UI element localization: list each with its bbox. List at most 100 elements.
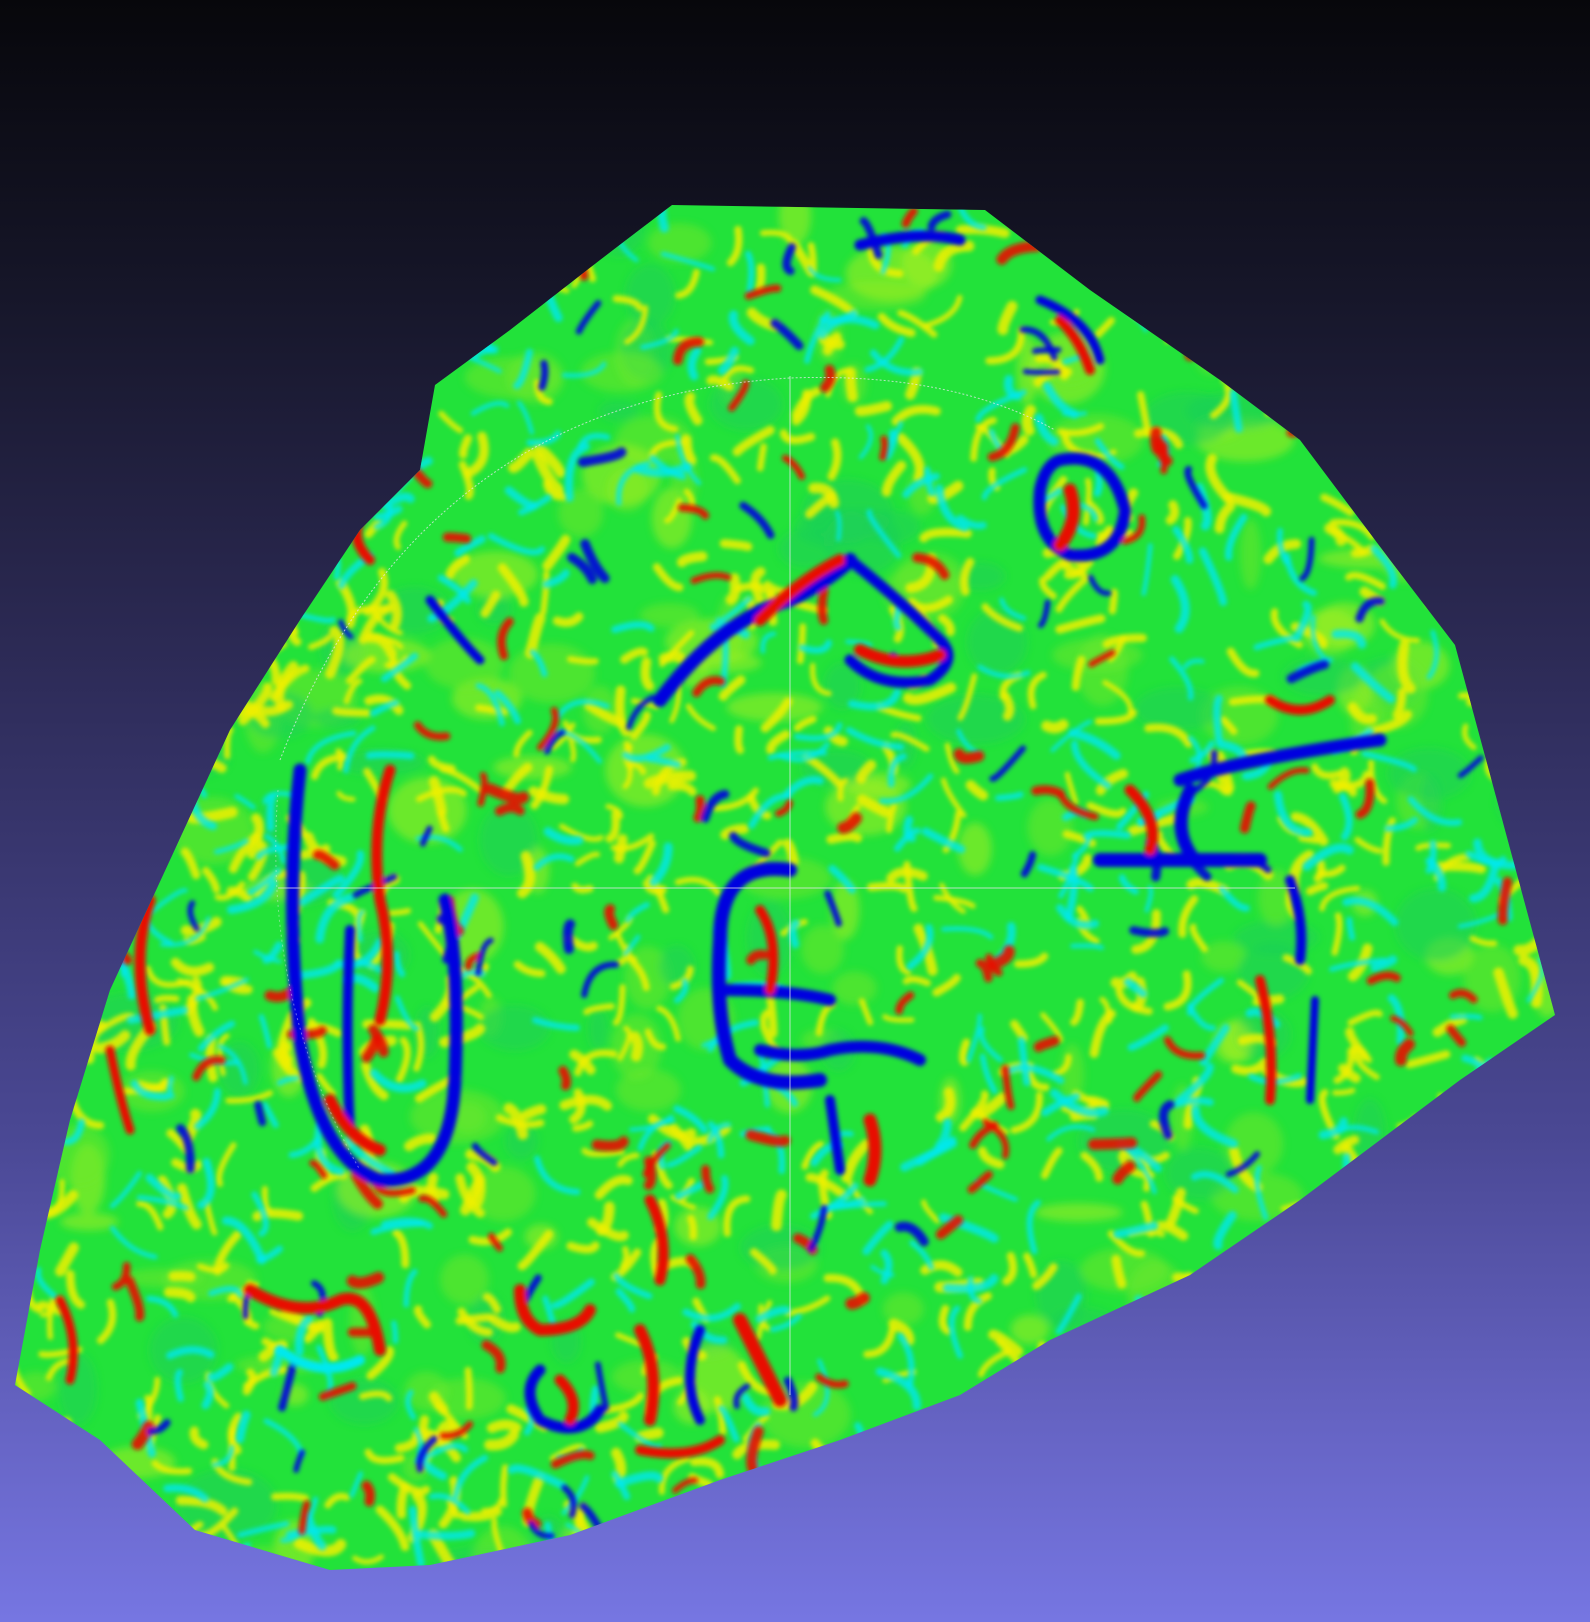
curvature-stroke [1041,1092,1081,1117]
curvature-stroke [175,1495,228,1516]
curvature-stroke [216,1142,237,1187]
curvature-stroke [1360,1514,1377,1546]
curvature-stroke [169,632,222,643]
curvature-stroke [93,1459,110,1494]
curvature-stroke [782,243,796,276]
curvature-stroke [684,392,703,426]
curvature-blob [470,1166,536,1222]
curvature-stroke [47,870,90,894]
curvature-stroke [934,1118,952,1151]
curvature-stroke [251,1191,269,1237]
curvature-stroke [332,850,365,899]
curvature-stroke [370,1220,425,1235]
curvature-stroke [1172,526,1194,564]
curvature-stroke [96,1298,117,1345]
curvature-stroke [118,606,138,638]
curvature-stroke [999,1421,1008,1469]
curvature-stroke [621,743,671,763]
curvature-stroke [364,694,404,715]
curvature-stroke [1127,1024,1169,1051]
curvature-stroke [194,1088,221,1130]
curvature-stroke [827,438,842,481]
curvature-stroke [771,1189,787,1232]
inscription-stroke [714,984,836,1006]
curvature-stroke [1293,1547,1335,1562]
curvature-stroke [1052,1053,1072,1077]
curvature-stroke [164,523,212,544]
curvature-stroke [1342,896,1399,927]
curvature-stroke [1094,708,1138,726]
curvature-stroke [927,210,952,231]
curvature-stroke [452,1454,489,1499]
curvature-stroke [1058,792,1099,821]
curvature-stroke [1481,1455,1505,1501]
curvature-blob [479,1005,550,1051]
curvature-stroke [201,1380,215,1410]
curvature-stroke [1519,1357,1555,1372]
curvature-stroke [815,1373,849,1389]
curvature-stroke [97,1549,111,1570]
curvature-stroke [1095,1448,1136,1471]
curvature-stroke [183,359,210,387]
curvature-stroke [534,941,566,974]
curvature-stroke [1213,1210,1237,1250]
curvature-stroke [186,414,211,445]
curvature-blob [1019,1514,1100,1570]
curvature-stroke [766,729,791,755]
curvature-stroke [1083,829,1132,840]
curvature-stroke [734,725,745,754]
curvature-blob [79,864,101,937]
curvature-stroke [626,694,656,731]
curvature-stroke [266,402,300,436]
curvature-stroke [522,1274,542,1303]
curvature-stroke [711,787,759,812]
curvature-stroke [180,916,222,936]
curvature-stroke [1387,994,1405,1046]
curvature-stroke [649,842,673,887]
curvature-stroke [1466,693,1507,709]
curvature-stroke [1198,547,1228,606]
curvature-stroke [333,555,341,580]
curvature-stroke [931,1477,975,1507]
curvature-stroke [744,284,782,300]
curvature-stroke [1347,702,1378,725]
curvature-stroke [256,1245,283,1264]
curvature-stroke [1225,233,1238,288]
curvature-stroke [1495,1261,1518,1273]
curvature-stroke [1184,465,1208,510]
curvature-stroke [1221,1301,1241,1333]
curvature-stroke [1033,1035,1060,1053]
curvature-stroke [416,1435,438,1473]
curvature-stroke [707,1122,732,1144]
curvature-stroke [677,503,710,520]
curvature-stroke [870,1491,917,1511]
curvature-stroke [756,443,767,472]
curvature-stroke [106,305,124,344]
curvature-stroke [382,205,406,213]
curvature-stroke [627,758,647,776]
curvature-stroke [1341,231,1393,246]
curvature-blob [1195,336,1228,375]
curvature-stroke [1223,492,1272,517]
curvature-blob [1499,216,1555,253]
curvature-stroke [172,415,205,431]
curvature-stroke [1302,843,1354,871]
curvature-stroke [1199,1407,1234,1434]
curvature-stroke [488,1232,503,1252]
inscription-stroke [1055,315,1095,375]
curvature-stroke [1473,838,1520,870]
curvature-stroke [168,1271,196,1282]
curvature-stroke [475,240,517,259]
curvature-blob [126,258,219,303]
curvature-stroke [1338,1213,1361,1239]
curvature-stroke [1103,215,1138,255]
curvature-stroke [901,207,918,228]
curvature-stroke [288,1137,320,1158]
curvature-stroke [1411,1126,1456,1150]
curvature-stroke [1163,970,1192,1011]
curvature-stroke [1273,790,1313,837]
curvature-stroke [778,1523,823,1535]
curvature-stroke [895,433,925,483]
